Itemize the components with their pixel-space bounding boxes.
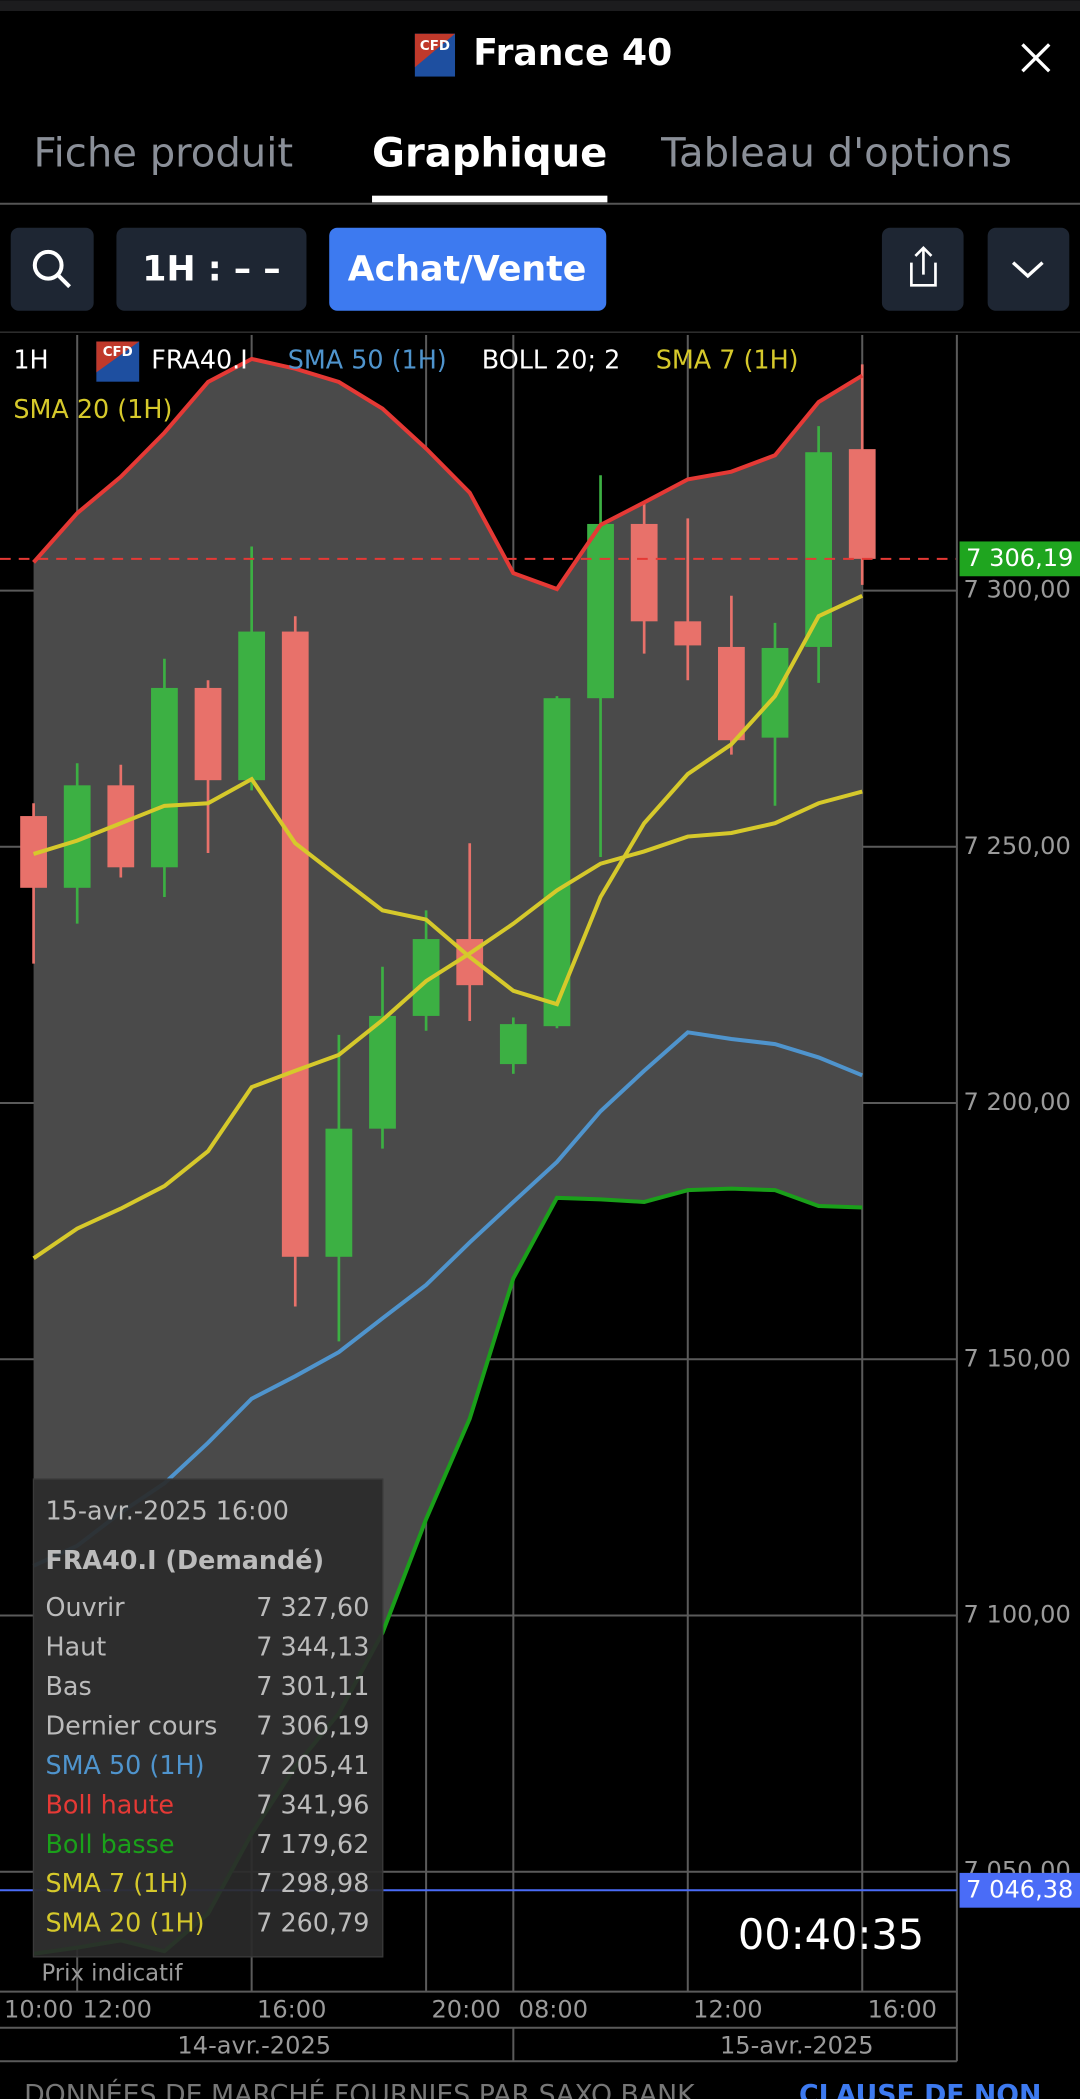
tab[interactable]: Graphique bbox=[372, 131, 607, 177]
tooltip-row-value: 7 327,60 bbox=[256, 1592, 369, 1622]
product-icon-red bbox=[414, 33, 456, 68]
tab[interactable]: Tableau d'options bbox=[660, 131, 1012, 177]
date-label: 15-avr.-2025 bbox=[720, 2032, 874, 2060]
candle-body bbox=[674, 621, 702, 646]
tooltip-row-label: Haut bbox=[46, 1631, 107, 1661]
tooltip-title: FRA40.I (Demandé) bbox=[46, 1545, 325, 1575]
y-tick-label: 7 100,00 bbox=[964, 1601, 1071, 1629]
date-label: 14-avr.-2025 bbox=[177, 2032, 331, 2060]
candle-body bbox=[281, 631, 309, 1257]
legend-entry: SMA 50 (1H) bbox=[288, 345, 447, 375]
candle-body bbox=[718, 646, 745, 741]
candle-body bbox=[369, 1015, 396, 1129]
indicator-line bbox=[32, 789, 863, 1260]
bollinger-upper bbox=[32, 356, 864, 592]
tooltip-row-label: Dernier cours bbox=[46, 1710, 218, 1740]
y-tick-label: 7 150,00 bbox=[964, 1344, 1071, 1372]
y-tick-label: 7 300,00 bbox=[964, 576, 1071, 604]
footer-text: DONNÉES DE MARCHÉ FOURNIES PAR SAXO BANK bbox=[24, 2079, 696, 2099]
tooltip-row-value: 7 306,19 bbox=[256, 1710, 369, 1740]
legend-entry: SMA 7 (1H) bbox=[656, 345, 799, 375]
trade-button-label: Achat/Vente bbox=[348, 250, 587, 290]
y-tick-label: 7 250,00 bbox=[964, 832, 1071, 860]
tooltip-row-value: 7 301,11 bbox=[256, 1671, 369, 1701]
legend-instrument: FRA40.I bbox=[151, 345, 248, 375]
x-tick-label: 08:00 bbox=[519, 1995, 588, 2023]
last-price-label: 7 306,19 bbox=[966, 544, 1073, 572]
candle-body bbox=[630, 523, 658, 622]
tabs: Fiche produit Graphique Tableau d'options bbox=[33, 131, 1012, 203]
x-tick-label: 16:00 bbox=[257, 1995, 326, 2023]
trade-button[interactable] bbox=[329, 227, 607, 311]
tooltip-row-label: Boll basse bbox=[46, 1829, 175, 1859]
last-price-tag bbox=[959, 541, 1080, 577]
tooltip-row-value: 7 298,98 bbox=[256, 1868, 369, 1898]
tab-underline bbox=[372, 195, 608, 203]
tooltip-row-label: SMA 50 (1H) bbox=[46, 1750, 205, 1780]
tooltip-row-label: Ouvrir bbox=[46, 1592, 126, 1622]
legend: 1H CFD FRA40.I SMA 50 (1H) BOLL 20; 2 SMA 7 (… bbox=[13, 341, 799, 424]
share-button[interactable] bbox=[881, 227, 964, 311]
candle-body bbox=[543, 698, 571, 1027]
header: CFD France 40 bbox=[414, 31, 1051, 77]
x-tick-label: 20:00 bbox=[431, 1995, 500, 2023]
header-title: France 40 bbox=[473, 31, 672, 74]
interval-label: 1H : – – bbox=[142, 250, 280, 290]
tooltip-row-label: SMA 7 (1H) bbox=[46, 1868, 189, 1898]
interval-button[interactable] bbox=[116, 227, 307, 311]
legend-icon-label: CFD bbox=[103, 345, 133, 360]
tooltip-date: 15-avr.-2025 16:00 bbox=[46, 1496, 289, 1526]
candle-body bbox=[848, 449, 876, 559]
tooltip-row-value: 7 179,62 bbox=[256, 1829, 369, 1859]
candle-body bbox=[325, 1128, 353, 1257]
tooltip-row-value: 7 205,41 bbox=[256, 1750, 369, 1780]
legend-entry: BOLL 20; 2 bbox=[482, 345, 621, 375]
x-tick-label: 10:00 bbox=[4, 1995, 73, 2023]
indicator-line bbox=[32, 593, 864, 1007]
tooltip-row-label: Boll haute bbox=[46, 1789, 175, 1819]
tooltip-row-label: SMA 20 (1H) bbox=[46, 1908, 205, 1938]
legend-entry: SMA 20 (1H) bbox=[13, 394, 172, 424]
tooltip-row-value: 7 341,96 bbox=[256, 1789, 369, 1819]
x-tick-label: 12:00 bbox=[83, 1995, 152, 2023]
close-button[interactable] bbox=[1021, 43, 1051, 73]
toolbar: 1H : – – Achat/Vente bbox=[10, 227, 1070, 311]
candle-body bbox=[151, 687, 178, 868]
status-strip bbox=[0, 0, 1080, 11]
tooltip: 15-avr.-2025 16:00 FRA40.I (Demandé) Ouvri… bbox=[32, 1478, 384, 1987]
tooltip-box bbox=[32, 1478, 384, 1958]
candle-body bbox=[238, 631, 266, 781]
alert-label: 7 046,38 bbox=[966, 1875, 1073, 1903]
footer-link[interactable]: CLAUSE DE NON bbox=[799, 2080, 1041, 2099]
search-button[interactable] bbox=[10, 227, 94, 311]
tab[interactable]: Fiche produit bbox=[33, 131, 293, 177]
tooltip-note: Prix indicatif bbox=[41, 1961, 183, 1987]
candle-body bbox=[194, 687, 222, 781]
countdown: 00:40:35 bbox=[738, 1910, 924, 1959]
alert-tag bbox=[959, 1872, 1080, 1908]
candle-body bbox=[587, 523, 614, 699]
axes: 7 050,007 100,007 150,007 200,007 250,00… bbox=[0, 334, 1080, 2063]
indicator-line bbox=[32, 1030, 863, 1568]
x-tick-label: 12:00 bbox=[693, 1995, 762, 2023]
expand-button[interactable] bbox=[987, 227, 1070, 311]
y-tick-label: 7 200,00 bbox=[964, 1088, 1071, 1116]
tooltip-row-value: 7 260,79 bbox=[256, 1908, 369, 1938]
x-tick-label: 16:00 bbox=[868, 1995, 937, 2023]
tooltip-row-label: Bas bbox=[46, 1671, 92, 1701]
product-icon-label: CFD bbox=[420, 39, 450, 54]
legend-interval: 1H bbox=[13, 345, 48, 375]
candle-body bbox=[499, 1024, 527, 1065]
tooltip-row-value: 7 344,13 bbox=[256, 1631, 369, 1661]
